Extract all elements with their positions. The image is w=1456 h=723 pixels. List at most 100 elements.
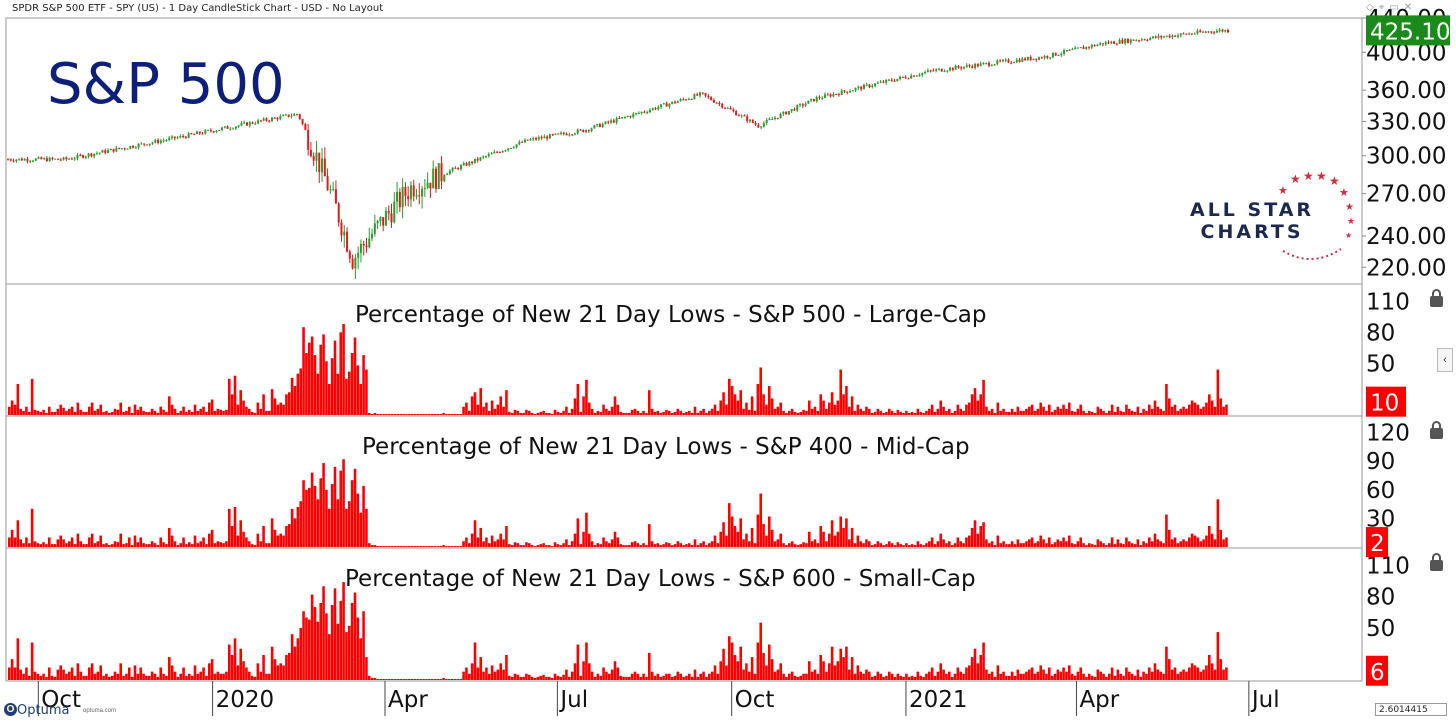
bar [925,410,928,415]
pin-icon[interactable]: ⌖ [1378,2,1390,13]
candle-body [698,92,701,96]
bar [159,406,162,415]
close-icon[interactable]: ✕ [1403,2,1418,13]
candle-body [26,159,29,162]
bar [945,543,948,547]
bar [662,544,665,547]
candle-body [990,65,993,67]
bar [233,375,237,415]
candle-body [201,133,204,135]
diamond-icon[interactable]: ◇ [1366,2,1379,13]
bar [633,541,637,547]
bar [105,543,108,547]
bar [653,544,657,547]
bar [373,545,377,547]
bar [910,544,914,547]
star-icon: ★ [1290,172,1301,186]
lock-icon[interactable] [1430,421,1443,439]
bar [905,410,908,415]
bar [988,543,991,547]
restore-icon[interactable]: ▭ [1389,2,1404,13]
bar [879,543,882,547]
candle-body [960,67,963,69]
window-controls[interactable]: ◇⌖▭✕ [1366,2,1417,13]
bar [230,526,234,547]
bar [208,533,211,547]
candle-body [687,98,690,100]
candle-body [404,186,407,197]
bar [639,676,642,680]
bar [1133,544,1137,547]
bar [596,410,600,415]
bar [276,665,280,680]
bar [1099,408,1102,415]
bar [242,531,245,547]
bar [82,411,85,415]
candle-body [901,76,904,78]
candle-body [120,148,123,150]
bar [1002,671,1005,680]
bar [53,676,57,680]
bar [642,543,645,547]
candle-body [440,163,443,182]
xy-readout[interactable]: 2.6014415 [1375,703,1447,716]
bar [1213,669,1217,680]
bar [122,675,125,680]
bar [8,406,11,415]
bar [870,676,874,680]
candle-body [479,157,482,161]
bar [893,412,897,415]
bar [565,669,568,680]
candle-body [276,117,279,120]
bar [536,412,540,415]
bar [339,470,342,547]
bar [605,671,608,680]
candle-body [907,78,910,80]
bar [1033,543,1037,547]
candle-body [935,69,938,71]
candle-body [646,112,649,114]
bar [330,358,334,415]
bar [33,409,37,415]
bar [190,411,194,415]
bar [1039,535,1042,547]
bar [428,546,431,547]
bar [759,622,762,680]
bar [979,655,982,680]
candle-body [476,158,479,161]
bar [648,390,651,415]
bar [30,642,34,680]
bar [22,673,25,680]
chevron-left-icon[interactable]: ‹ [1437,348,1453,372]
bar [282,665,285,680]
bar [208,402,211,415]
lock-icon[interactable] [1430,553,1443,571]
bar [996,665,1000,680]
candle-body [73,158,76,160]
candle-body [143,143,146,145]
candle-body [346,231,349,252]
bar [482,406,485,415]
lock-icon[interactable] [1430,289,1443,307]
bar [153,673,157,680]
bar [659,545,662,547]
bar [773,541,777,547]
bar [570,541,574,547]
candle-body [184,136,187,138]
bar [1165,514,1168,547]
bar [279,402,282,415]
candle-body [1157,35,1160,38]
bar [965,667,968,680]
candle-body [918,75,921,77]
candle-body [976,64,979,67]
bar [599,544,602,547]
bar [713,665,717,680]
bar [279,663,282,680]
bar [253,412,257,415]
bar [442,677,445,680]
bar [1145,543,1148,547]
bar [828,402,831,415]
bar [1219,398,1222,415]
bar [848,406,851,415]
bar [1128,671,1131,680]
